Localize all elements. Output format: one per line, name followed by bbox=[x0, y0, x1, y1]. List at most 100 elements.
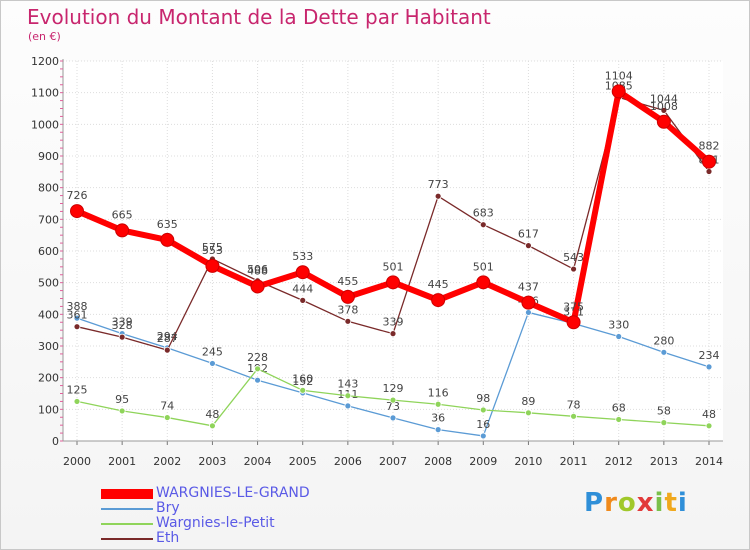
y-tick-label: 0 bbox=[52, 435, 59, 448]
legend-swatch bbox=[101, 538, 153, 540]
data-label: 726 bbox=[67, 189, 88, 202]
logo-letter: i bbox=[654, 488, 665, 518]
x-tick-label: 2002 bbox=[153, 455, 181, 468]
x-tick-label: 2003 bbox=[198, 455, 226, 468]
data-point bbox=[660, 107, 668, 114]
x-tick-label: 2009 bbox=[469, 455, 497, 468]
x-tick-label: 2011 bbox=[560, 455, 588, 468]
data-label: 378 bbox=[337, 303, 358, 316]
logo-letter: i bbox=[677, 488, 688, 518]
data-label: 73 bbox=[386, 400, 400, 413]
data-point bbox=[254, 365, 261, 373]
data-point bbox=[344, 402, 352, 410]
logo-letter: o bbox=[617, 488, 637, 518]
data-label: 228 bbox=[247, 351, 268, 364]
data-label: 330 bbox=[608, 319, 629, 332]
y-tick-label: 100 bbox=[38, 403, 59, 416]
data-point bbox=[615, 333, 623, 340]
data-point bbox=[521, 295, 536, 310]
data-label: 160 bbox=[292, 372, 313, 385]
y-tick-label: 700 bbox=[38, 213, 59, 226]
data-label: 388 bbox=[67, 300, 88, 313]
x-tick-label: 2013 bbox=[650, 455, 678, 468]
data-point bbox=[73, 314, 81, 322]
data-label: 773 bbox=[428, 178, 449, 191]
data-point bbox=[115, 223, 130, 238]
data-label: 444 bbox=[292, 282, 313, 295]
data-label: 501 bbox=[473, 260, 494, 273]
data-point bbox=[656, 114, 671, 129]
data-label: 575 bbox=[202, 241, 223, 254]
data-label: 48 bbox=[702, 408, 716, 421]
data-label: 125 bbox=[67, 383, 88, 396]
data-point bbox=[160, 232, 175, 247]
data-label: 455 bbox=[337, 275, 358, 288]
y-tick-label: 300 bbox=[38, 340, 59, 353]
legend-label: Eth bbox=[156, 530, 180, 546]
data-point bbox=[434, 400, 442, 408]
data-label: 488 bbox=[247, 264, 268, 277]
data-point bbox=[295, 265, 310, 280]
logo-letter: t bbox=[664, 488, 678, 518]
legend-swatch bbox=[101, 523, 153, 525]
x-tick-label: 2005 bbox=[289, 455, 317, 468]
x-tick-label: 2012 bbox=[605, 455, 633, 468]
y-tick-label: 800 bbox=[38, 182, 59, 195]
data-label: 234 bbox=[699, 349, 720, 362]
data-label: 617 bbox=[518, 228, 539, 241]
x-tick-label: 2008 bbox=[424, 455, 452, 468]
data-label: 339 bbox=[112, 316, 133, 329]
data-label: 116 bbox=[428, 386, 449, 399]
data-point bbox=[660, 419, 668, 427]
y-tick-label: 400 bbox=[38, 308, 59, 321]
data-point bbox=[344, 317, 352, 325]
data-point bbox=[479, 406, 487, 414]
data-label: 245 bbox=[202, 345, 223, 358]
logo-letter: x bbox=[636, 488, 655, 518]
data-label: 635 bbox=[157, 218, 178, 231]
data-point bbox=[340, 289, 355, 304]
data-label: 95 bbox=[115, 393, 129, 406]
data-point bbox=[209, 422, 216, 430]
data-label: 129 bbox=[383, 382, 404, 395]
data-label: 543 bbox=[563, 251, 584, 264]
x-tick-label: 2000 bbox=[63, 455, 91, 468]
data-point bbox=[525, 242, 532, 250]
data-label: 437 bbox=[518, 281, 539, 294]
data-label: 280 bbox=[653, 334, 674, 347]
logo-letter: P bbox=[584, 488, 605, 518]
data-point bbox=[254, 376, 261, 384]
data-point bbox=[163, 346, 171, 354]
data-point bbox=[299, 296, 307, 304]
data-label: 74 bbox=[160, 400, 174, 413]
data-label: 89 bbox=[521, 395, 535, 408]
data-label: 665 bbox=[112, 208, 133, 221]
data-label: 882 bbox=[699, 140, 720, 153]
data-point bbox=[209, 360, 216, 367]
data-point bbox=[479, 432, 487, 440]
data-label: 16 bbox=[476, 418, 490, 431]
data-point bbox=[73, 323, 81, 331]
legend-swatch bbox=[101, 489, 153, 499]
data-label: 328 bbox=[112, 319, 133, 332]
data-label: 445 bbox=[428, 278, 449, 291]
x-tick-label: 2006 bbox=[334, 455, 362, 468]
x-tick-label: 2010 bbox=[514, 455, 542, 468]
logo-letter: r bbox=[604, 488, 618, 518]
legend-swatch bbox=[101, 508, 153, 510]
data-label: 152 bbox=[292, 375, 313, 388]
data-label: 683 bbox=[473, 207, 494, 220]
data-point bbox=[566, 315, 581, 330]
data-point bbox=[118, 407, 126, 415]
data-label: 98 bbox=[476, 392, 490, 405]
data-point bbox=[611, 84, 626, 99]
proxiti-logo: Proxiti bbox=[584, 488, 688, 518]
data-label: 143 bbox=[337, 378, 358, 391]
data-label: 1008 bbox=[650, 100, 678, 113]
y-tick-label: 500 bbox=[38, 277, 59, 290]
data-point bbox=[344, 392, 352, 400]
y-tick-label: 600 bbox=[38, 245, 59, 258]
x-tick-label: 2001 bbox=[108, 455, 136, 468]
data-point bbox=[660, 348, 668, 356]
data-point bbox=[250, 279, 265, 294]
